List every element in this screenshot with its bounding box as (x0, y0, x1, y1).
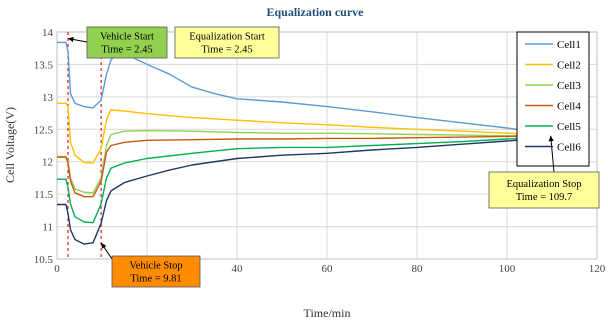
x-axis-label: Time/min (304, 306, 351, 320)
series-line-cell3 (57, 129, 551, 194)
grid (56, 31, 598, 260)
annotation-arrowhead (101, 242, 107, 249)
annotation-title: Vehicle Stop (129, 261, 182, 272)
legend-entry: Cell2 (557, 60, 581, 72)
x-tick-label: 40 (232, 263, 244, 275)
legend: Cell1 Cell2 Cell3 Cell4 Cell5 Cell6 (516, 31, 590, 167)
chart-title: Equalization curve (266, 5, 364, 19)
y-tick-label: 11 (42, 222, 53, 234)
legend-entry: Cell3 (557, 80, 581, 92)
annotation-time: Time = 9.81 (130, 274, 181, 285)
y-tick-label: 11.5 (34, 189, 53, 201)
annotation-title: Equalization Stop (507, 179, 582, 190)
series-line-cell2 (57, 102, 551, 164)
annotations: Vehicle Start Time = 2.45 Equalization Sta… (67, 26, 600, 288)
annotation-time: Time = 109.7 (516, 192, 573, 203)
series-line-cell4 (57, 135, 551, 198)
y-axis-label: Cell Voltage(V) (3, 107, 17, 183)
series-line-cell5 (57, 136, 551, 224)
annotation-box (174, 26, 280, 59)
legend-entry: Cell6 (557, 142, 581, 154)
x-tick-label: 60 (322, 263, 334, 275)
y-tick-label: 13 (42, 92, 54, 104)
y-tick-label: 10.5 (34, 254, 54, 266)
x-tick-label: 100 (499, 263, 516, 275)
annotation-time: Time = 2.45 (101, 45, 152, 56)
annotation-title: Equalization Start (189, 32, 265, 43)
legend-entry: Cell1 (557, 39, 581, 51)
annotation-box (86, 26, 168, 59)
y-tick-label: 12 (42, 157, 53, 169)
x-tick-label: 0 (54, 263, 60, 275)
legend-entry: Cell4 (557, 101, 581, 113)
y-tick-label: 13.5 (34, 59, 54, 71)
vertical-markers (67, 32, 102, 259)
plot-area-frame (56, 31, 598, 260)
annotation-leader-line (550, 135, 555, 173)
annotation-time: Time = 2.45 (201, 45, 252, 56)
series-lines (57, 41, 551, 245)
annotation-arrowhead (68, 36, 74, 43)
series-line-cell1 (57, 41, 551, 135)
annotation-box (111, 255, 201, 288)
x-tick-label: 80 (412, 263, 424, 275)
y-tick-label: 12.5 (34, 124, 54, 136)
annotation-box (488, 171, 600, 209)
legend-entry: Cell5 (557, 121, 581, 133)
annotation-title: Vehicle Start (100, 32, 154, 43)
y-tick-labels: 10.5 11 11.5 12 12.5 13 13.5 14 (34, 27, 54, 266)
y-tick-label: 14 (42, 27, 54, 39)
annotation-arrowhead (548, 135, 554, 142)
x-tick-label: 120 (589, 263, 606, 275)
series-line-cell6 (57, 137, 551, 245)
